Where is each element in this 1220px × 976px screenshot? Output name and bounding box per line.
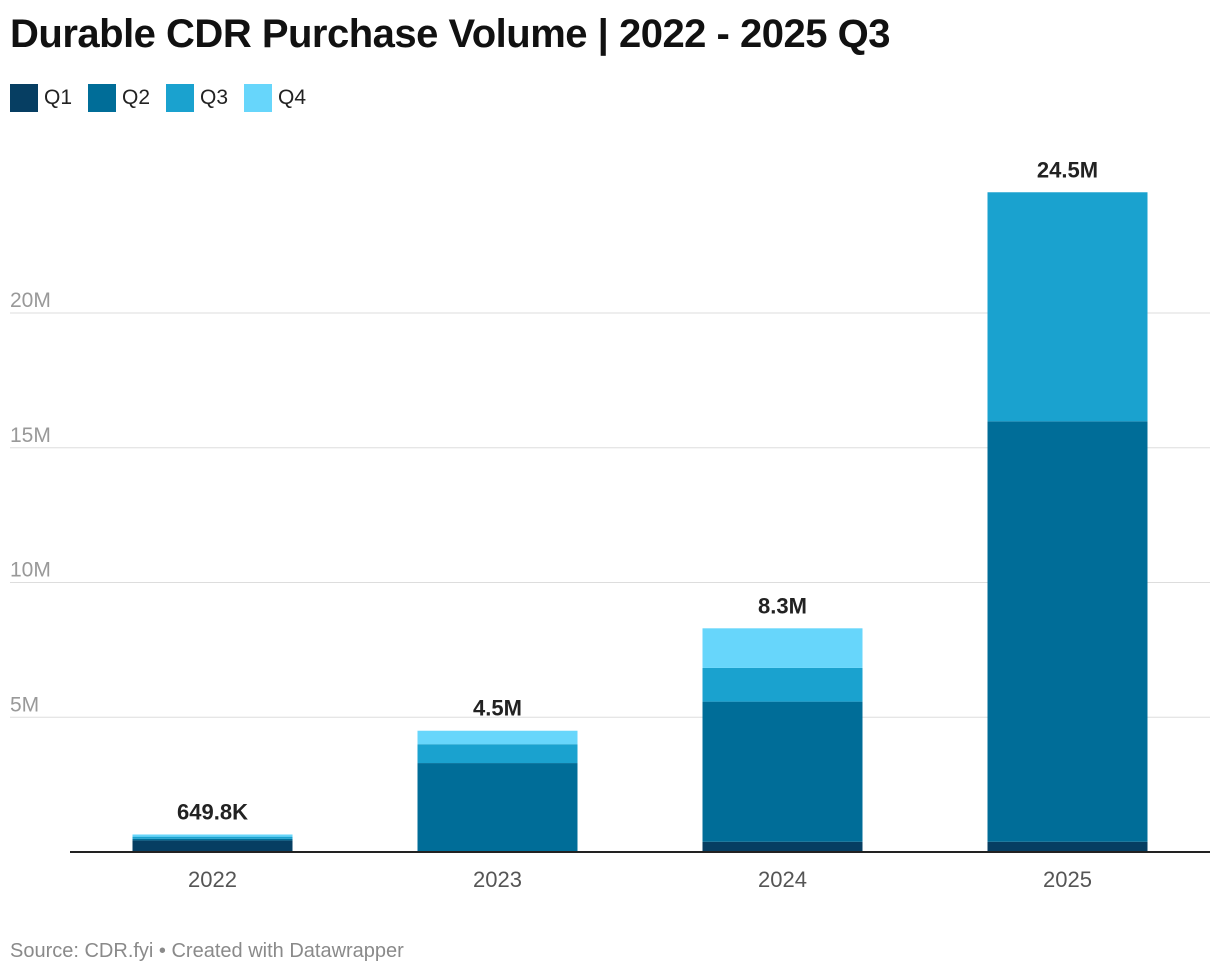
legend-item-q3: Q3 — [166, 84, 228, 112]
x-tick-label-2025: 2025 — [1043, 867, 1092, 892]
bar-segment-2023-q2 — [417, 763, 578, 852]
legend-swatch-q4 — [244, 84, 273, 112]
bar-segment-2023-q4 — [417, 730, 578, 745]
bar-segment-2024-q2 — [702, 701, 863, 842]
y-tick-label: 15M — [10, 424, 51, 447]
bar-segment-2025-q3 — [987, 192, 1148, 422]
total-label-2023: 4.5M — [473, 696, 522, 721]
bar-segment-2024-q4 — [702, 628, 863, 668]
legend-label-q4: Q4 — [278, 86, 307, 109]
total-label-2022: 649.8K — [177, 799, 248, 824]
legend-swatch-q2 — [88, 84, 117, 112]
x-tick-label-2024: 2024 — [758, 867, 807, 892]
source-note: Source: CDR.fyi • Created with Datawrapp… — [10, 940, 404, 962]
legend-label-q3: Q3 — [200, 86, 229, 109]
legend-item-q2: Q2 — [88, 84, 150, 112]
bar-segment-2022-q1 — [132, 840, 293, 852]
chart-title: Durable CDR Purchase Volume | 2022 - 202… — [10, 12, 890, 56]
y-tick-label: 10M — [10, 559, 51, 582]
total-label-2024: 8.3M — [758, 593, 807, 618]
bar-segment-2025-q2 — [987, 421, 1148, 842]
legend-label-q1: Q1 — [44, 86, 73, 109]
bar-segment-2024-q1 — [702, 841, 863, 852]
x-tick-label-2023: 2023 — [473, 867, 522, 892]
legend-label-q2: Q2 — [122, 86, 151, 109]
legend-item-q1: Q1 — [10, 84, 72, 112]
total-label-2025: 24.5M — [1037, 157, 1098, 182]
bar-segment-2025-q1 — [987, 841, 1148, 852]
bar-segment-2022-q4 — [132, 834, 293, 837]
legend: Q1 Q2 Q3 Q4 — [10, 84, 322, 112]
bar-segment-2024-q3 — [702, 667, 863, 702]
bar-segment-2023-q3 — [417, 744, 578, 764]
bar-segment-2022-q3 — [132, 836, 293, 839]
x-tick-label-2022: 2022 — [188, 867, 237, 892]
bar-segment-2022-q2 — [132, 838, 293, 841]
y-tick-label: 20M — [10, 289, 51, 312]
legend-swatch-q1 — [10, 84, 38, 112]
legend-swatch-q3 — [166, 84, 195, 112]
y-tick-label: 5M — [10, 693, 39, 716]
legend-item-q4: Q4 — [244, 84, 306, 112]
